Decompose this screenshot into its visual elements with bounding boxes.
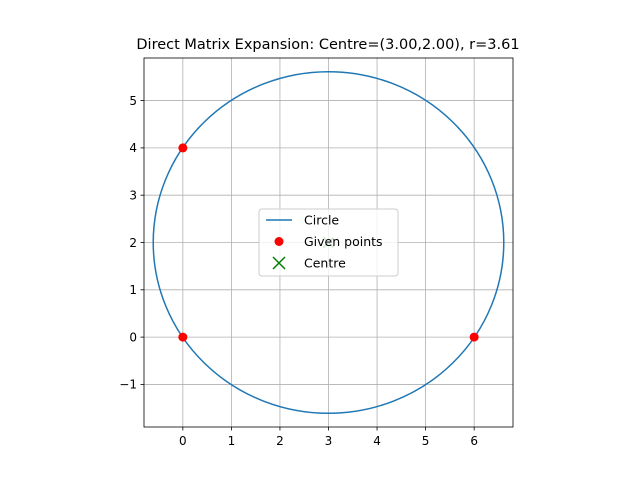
given-point bbox=[178, 332, 188, 342]
y-tick-label: 4 bbox=[129, 141, 137, 155]
given-point bbox=[469, 332, 479, 342]
legend-label: Circle bbox=[304, 213, 339, 228]
chart-title: Direct Matrix Expansion: Centre=(3.00,2.… bbox=[136, 37, 519, 53]
x-tick-label: 5 bbox=[422, 434, 430, 448]
y-tick-label: 5 bbox=[129, 94, 137, 108]
x-tick-label: 2 bbox=[276, 434, 284, 448]
y-tick-label: −1 bbox=[119, 378, 137, 392]
x-tick-label: 1 bbox=[228, 434, 236, 448]
axis-ticks: 0 1 2 3 4 5 6 −1 0 1 2 3 4 5 bbox=[119, 94, 478, 448]
x-tick-label: 4 bbox=[373, 434, 381, 448]
legend-swatch-stroke bbox=[272, 256, 286, 270]
legend: Circle Given points Centre bbox=[258, 208, 399, 277]
legend-swatch-points bbox=[274, 237, 284, 246]
y-tick-label: 0 bbox=[129, 330, 137, 344]
y-tick-label: 2 bbox=[129, 236, 137, 250]
legend-swatch-centre bbox=[272, 256, 286, 270]
y-tick-label: 1 bbox=[129, 283, 137, 297]
plot-frame bbox=[143, 57, 514, 428]
given-point bbox=[178, 143, 188, 153]
x-tick-label: 0 bbox=[179, 434, 187, 448]
legend-label: Given points bbox=[304, 234, 383, 249]
fitted-circle bbox=[152, 70, 505, 415]
legend-label: Centre bbox=[304, 256, 346, 271]
x-tick-label: 6 bbox=[470, 434, 478, 448]
legend-box bbox=[258, 208, 399, 277]
y-tick-label: 3 bbox=[129, 188, 137, 202]
x-tick-label: 3 bbox=[325, 434, 333, 448]
